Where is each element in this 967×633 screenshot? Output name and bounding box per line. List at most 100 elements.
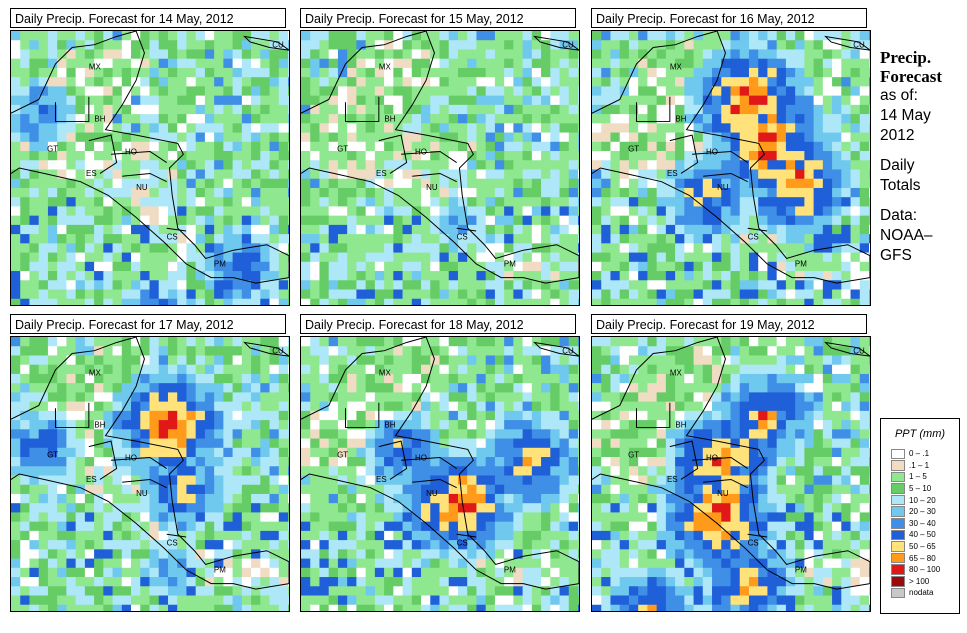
country-label-ho: HO bbox=[125, 147, 137, 156]
country-label-nu: NU bbox=[717, 183, 729, 192]
heading-line-2: Forecast bbox=[880, 67, 942, 86]
legend-swatch bbox=[891, 506, 905, 518]
forecast-panel-3: Daily Precip. Forecast for 16 May, 2012 … bbox=[591, 8, 871, 306]
coastline bbox=[635, 96, 671, 122]
precip-grid: MX CU BH GT HO ES NU CS PM bbox=[11, 337, 289, 611]
legend-label: 20 – 30 bbox=[909, 507, 936, 517]
country-label-nu: NU bbox=[136, 183, 148, 192]
coastline bbox=[88, 134, 118, 174]
forecast-panel-5: Daily Precip. Forecast for 18 May, 2012 … bbox=[300, 314, 580, 612]
legend-item: 10 – 20 bbox=[881, 494, 959, 506]
legend-swatch bbox=[891, 564, 905, 576]
legend-item: 5 – 10 bbox=[881, 483, 959, 495]
coastline bbox=[533, 341, 579, 357]
country-label-bh: BH bbox=[675, 420, 686, 429]
coastline bbox=[344, 96, 380, 122]
legend-item: 0 – .1 bbox=[881, 448, 959, 460]
panel-title: Daily Precip. Forecast for 16 May, 2012 bbox=[591, 8, 867, 28]
asof-date-1: 14 May bbox=[880, 107, 931, 124]
country-label-pm: PM bbox=[504, 260, 516, 269]
coastline bbox=[669, 440, 699, 480]
coastline bbox=[54, 402, 90, 428]
forecast-panel-1: Daily Precip. Forecast for 14 May, 2012 … bbox=[10, 8, 290, 306]
legend-item: 20 – 30 bbox=[881, 506, 959, 518]
daily-label-2: Totals bbox=[880, 177, 921, 194]
legend-swatch bbox=[891, 494, 905, 506]
country-label-cs: CS bbox=[167, 538, 178, 547]
country-label-bh: BH bbox=[94, 420, 105, 429]
coastline bbox=[166, 533, 187, 538]
legend-label: 30 – 40 bbox=[909, 518, 936, 528]
country-label-mx: MX bbox=[379, 368, 392, 377]
coastline bbox=[122, 172, 167, 183]
asof-date-2: 2012 bbox=[880, 127, 915, 144]
legend-label: .1 – 1 bbox=[909, 460, 930, 470]
coastline bbox=[747, 533, 768, 538]
forecast-panel-6: Daily Precip. Forecast for 19 May, 2012 … bbox=[591, 314, 871, 612]
country-label-nu: NU bbox=[136, 489, 148, 498]
country-label-mx: MX bbox=[379, 62, 392, 71]
legend-title: PPT (mm) bbox=[894, 428, 946, 440]
panel-title: Daily Precip. Forecast for 17 May, 2012 bbox=[10, 314, 286, 334]
coastline bbox=[456, 533, 477, 538]
legend-swatch bbox=[891, 541, 905, 552]
country-label-gt: GT bbox=[47, 451, 58, 460]
country-label-nu: NU bbox=[717, 489, 729, 498]
data-label-2: NOAA– bbox=[880, 227, 933, 244]
country-label-gt: GT bbox=[337, 451, 348, 460]
ppt-legend: PPT (mm) 0 – .1.1 – 1 1 – 5 5 – 10 10 – 20 2… bbox=[880, 418, 960, 614]
precip-map: MX CU BH GT HO ES NU CS PM bbox=[300, 30, 580, 306]
country-label-cu: CU bbox=[853, 346, 865, 355]
legend-label: 1 – 5 bbox=[909, 472, 927, 482]
country-label-es: ES bbox=[376, 169, 387, 178]
legend-item: .1 – 1 bbox=[881, 460, 959, 472]
forecast-panel-4: Daily Precip. Forecast for 17 May, 2012 … bbox=[10, 314, 290, 612]
coastline bbox=[301, 31, 579, 284]
legend-label: 40 – 50 bbox=[909, 530, 936, 540]
coastline bbox=[692, 457, 748, 469]
country-label-cs: CS bbox=[457, 232, 468, 241]
legend-label: 65 – 80 bbox=[909, 553, 936, 563]
coastline bbox=[378, 440, 408, 480]
legend-swatch bbox=[891, 518, 905, 529]
legend-item: 65 – 80 bbox=[881, 552, 959, 564]
precip-map: MX CU BH GT HO ES NU CS PM bbox=[300, 336, 580, 612]
country-label-ho: HO bbox=[706, 147, 718, 156]
legend-item: nodata bbox=[881, 587, 959, 599]
legend-swatch bbox=[891, 529, 905, 541]
coastline bbox=[11, 337, 289, 590]
legend-swatch bbox=[891, 552, 905, 564]
legend-label: 50 – 65 bbox=[909, 542, 936, 552]
coastline bbox=[703, 172, 748, 183]
legend-swatch bbox=[891, 576, 905, 587]
coastline bbox=[592, 337, 870, 590]
legend-swatch bbox=[891, 460, 905, 471]
panel-title: Daily Precip. Forecast for 15 May, 2012 bbox=[300, 8, 576, 28]
country-label-gt: GT bbox=[337, 145, 348, 154]
legend-label: 10 – 20 bbox=[909, 495, 936, 505]
coastline bbox=[378, 134, 408, 174]
precip-grid: MX CU BH GT HO ES NU CS PM bbox=[592, 31, 870, 305]
legend-item: 30 – 40 bbox=[881, 518, 959, 530]
coastline bbox=[456, 227, 477, 232]
country-label-cu: CU bbox=[562, 40, 574, 49]
legend-item: 40 – 50 bbox=[881, 529, 959, 541]
coastline bbox=[243, 341, 289, 357]
country-label-ho: HO bbox=[415, 453, 427, 462]
heading-line-1: Precip. bbox=[880, 48, 932, 67]
country-label-es: ES bbox=[667, 169, 678, 178]
coastline bbox=[635, 402, 671, 428]
country-label-pm: PM bbox=[214, 260, 226, 269]
coastline bbox=[669, 134, 699, 174]
coastline bbox=[111, 151, 167, 163]
country-label-cs: CS bbox=[748, 538, 759, 547]
coastline bbox=[747, 227, 768, 232]
legend-swatch bbox=[891, 448, 905, 460]
asof-label: as of: bbox=[880, 87, 918, 104]
country-label-ho: HO bbox=[706, 453, 718, 462]
legend-item: > 100 bbox=[881, 576, 959, 588]
country-label-nu: NU bbox=[426, 489, 438, 498]
country-label-bh: BH bbox=[675, 114, 686, 123]
coastline bbox=[824, 35, 870, 51]
coastline bbox=[692, 151, 748, 163]
